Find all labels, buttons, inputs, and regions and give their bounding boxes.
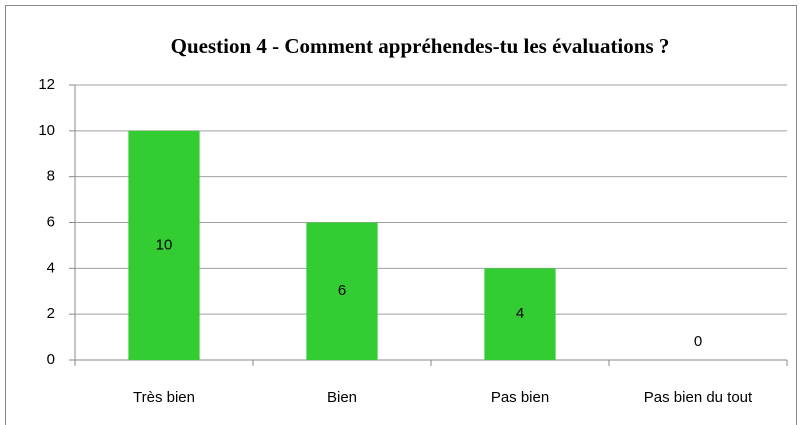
chart-title: Question 4 - Comment appréhendes-tu les …: [171, 34, 670, 58]
x-tick-label: Très bien: [133, 389, 195, 406]
y-tick-label: 6: [47, 213, 55, 230]
data-label: 4: [516, 305, 524, 322]
y-tick-label: 12: [38, 76, 55, 93]
data-label: 6: [338, 282, 346, 299]
bar: [306, 222, 378, 360]
x-tick-label: Bien: [327, 389, 357, 406]
x-tick-label: Pas bien du tout: [644, 389, 753, 406]
bar: [128, 130, 200, 360]
y-tick-label: 10: [38, 122, 55, 139]
bar: [484, 268, 556, 360]
y-tick-label: 2: [47, 305, 55, 322]
y-tick-label: 4: [47, 259, 55, 276]
data-label: 0: [694, 333, 702, 350]
data-label: 10: [156, 236, 173, 253]
x-tick-label: Pas bien: [491, 389, 549, 406]
chart-frame: [5, 5, 797, 425]
y-tick-label: 0: [47, 351, 55, 368]
y-tick-label: 8: [47, 168, 55, 185]
